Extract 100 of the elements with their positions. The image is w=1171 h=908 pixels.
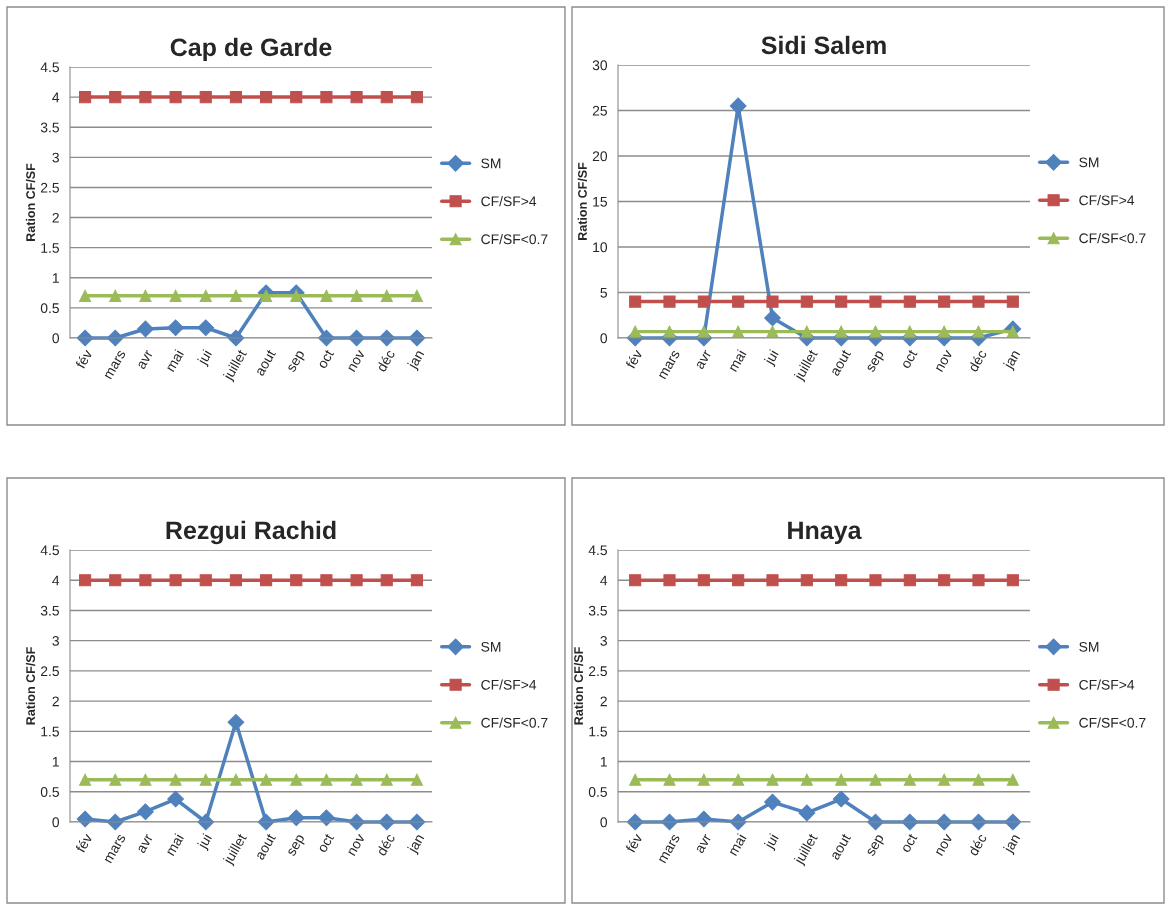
- point: [350, 91, 363, 104]
- point: [835, 773, 848, 786]
- y-tick-label: 0: [600, 333, 608, 344]
- point: [287, 809, 305, 827]
- x-tick-label: oct: [900, 833, 918, 854]
- legend-label: CF/SF>4: [1079, 195, 1135, 206]
- point: [290, 289, 303, 302]
- point: [139, 91, 152, 104]
- point: [350, 289, 363, 302]
- point: [380, 289, 393, 302]
- point: [137, 320, 154, 338]
- point: [380, 773, 393, 786]
- y-tick-label: 2: [52, 696, 59, 707]
- point: [169, 289, 182, 302]
- point: [800, 773, 813, 786]
- point: [350, 574, 363, 587]
- legend-label: CF/SF<0.7: [481, 233, 548, 245]
- point: [109, 574, 122, 587]
- y-tick-label: 4: [52, 575, 60, 586]
- y-tick-label: 4: [52, 92, 60, 103]
- y-tick-label: 4.5: [40, 545, 59, 556]
- point: [938, 773, 951, 786]
- x-tick-label: sep: [287, 350, 308, 374]
- point: [629, 295, 642, 308]
- x-tick-label: sep: [866, 350, 887, 374]
- point: [972, 773, 985, 786]
- point: [697, 295, 710, 308]
- point: [139, 574, 152, 587]
- point: [199, 773, 212, 786]
- point: [109, 91, 122, 104]
- x-tick-label: avr: [137, 833, 154, 854]
- point: [766, 295, 779, 308]
- point: [169, 91, 182, 104]
- x-tick-label: jui: [763, 833, 782, 852]
- y-tick-label: 10: [593, 242, 608, 253]
- point: [260, 91, 273, 104]
- point: [229, 91, 242, 104]
- chart-title: Hnaya: [788, 521, 862, 545]
- point: [229, 574, 242, 587]
- y-tick-label: 4.5: [40, 62, 59, 73]
- point: [903, 773, 916, 786]
- point: [109, 289, 122, 302]
- point: [972, 574, 985, 587]
- y-tick-label: 3: [52, 152, 59, 163]
- point: [260, 773, 273, 786]
- point: [1006, 295, 1019, 308]
- point: [732, 773, 745, 786]
- legend-label: CF/SF<0.7: [1079, 232, 1146, 244]
- point: [869, 295, 882, 308]
- point: [139, 773, 152, 786]
- x-tick-label: jui: [196, 833, 215, 852]
- y-tick-label: 3: [52, 636, 59, 646]
- x-tick-label: fév: [624, 832, 643, 854]
- point: [410, 773, 423, 786]
- legend-label: SM: [481, 158, 501, 169]
- point: [79, 773, 92, 786]
- point: [832, 790, 850, 808]
- point: [697, 325, 710, 338]
- x-tick-label: avr: [695, 349, 712, 370]
- point: [663, 574, 676, 587]
- y-tick-label: 30: [592, 60, 608, 71]
- y-tick-label: 2: [600, 696, 607, 707]
- legend-label: SM: [1079, 641, 1099, 652]
- y-tick-label: 0: [52, 817, 60, 828]
- chart-title: Cap de Garde: [170, 37, 332, 62]
- x-tick-label: nov: [348, 349, 366, 373]
- point: [938, 295, 951, 308]
- point: [169, 773, 182, 786]
- legend-label: CF/SF>4: [481, 679, 537, 690]
- y-axis-title: Ration CF/SF: [573, 647, 584, 725]
- x-tick-label: oct: [317, 349, 335, 370]
- point: [380, 91, 393, 104]
- y-tick-label: 1.5: [589, 726, 607, 737]
- point: [167, 790, 184, 808]
- x-tick-label: fév: [624, 348, 643, 370]
- point: [410, 91, 423, 104]
- chart-title: Sidi Salem: [761, 35, 886, 55]
- point: [199, 289, 212, 302]
- point: [903, 295, 916, 308]
- x-tick-label: mai: [164, 833, 184, 857]
- point: [903, 325, 916, 338]
- point: [290, 91, 303, 104]
- point: [697, 773, 710, 786]
- x-tick-label: sep: [287, 834, 308, 858]
- point: [869, 325, 882, 338]
- point: [764, 309, 781, 327]
- legend-label: SM: [481, 641, 501, 652]
- point: [1006, 773, 1019, 786]
- x-tick-label: mai: [727, 349, 747, 373]
- legend-label: CF/SF>4: [481, 196, 537, 207]
- point: [766, 325, 779, 338]
- x-tick-label: nov: [935, 833, 953, 857]
- y-tick-label: 3.5: [40, 605, 59, 616]
- point: [229, 773, 242, 786]
- y-axis-title: Ration CF/SF: [25, 647, 36, 725]
- y-tick-label: 0: [52, 333, 60, 344]
- y-tick-label: 3.5: [588, 605, 607, 616]
- x-tick-label: nov: [348, 833, 366, 857]
- point: [663, 325, 676, 338]
- point: [260, 289, 273, 302]
